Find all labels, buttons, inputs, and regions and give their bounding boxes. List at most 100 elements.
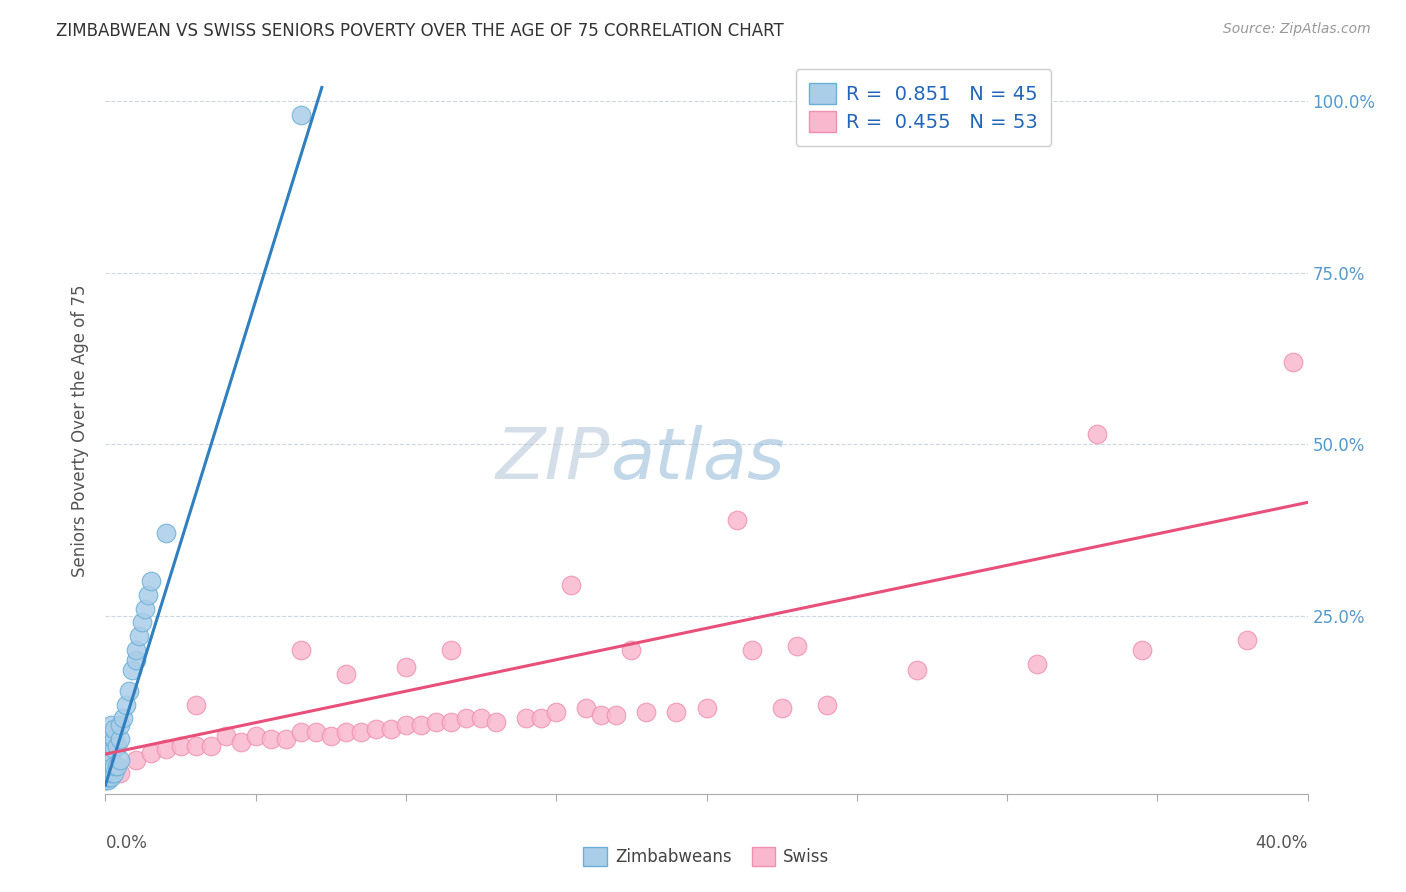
Point: [155, 742, 177, 756]
Point: [741, 643, 763, 657]
Point: [136, 588, 159, 602]
Text: atlas: atlas: [610, 425, 785, 494]
Point: [200, 739, 222, 753]
Point: [100, 753, 122, 767]
Point: [139, 746, 162, 760]
Point: [115, 698, 138, 712]
Point: [110, 766, 132, 780]
Point: [770, 701, 793, 715]
Point: [169, 739, 191, 753]
Point: [815, 698, 838, 712]
Point: [350, 725, 373, 739]
Point: [290, 643, 312, 657]
Point: [1026, 657, 1049, 671]
Point: [290, 108, 312, 122]
Point: [575, 701, 598, 715]
Point: [470, 711, 492, 725]
Point: [121, 664, 143, 678]
Point: [184, 739, 207, 753]
Point: [546, 705, 568, 719]
Text: Source: ZipAtlas.com: Source: ZipAtlas.com: [1223, 22, 1371, 37]
Point: [97, 759, 120, 773]
Point: [335, 666, 357, 681]
Point: [131, 615, 153, 630]
Point: [103, 742, 125, 756]
Point: [515, 711, 537, 725]
Point: [454, 711, 477, 725]
Point: [905, 664, 928, 678]
Point: [103, 766, 125, 780]
Point: [1085, 426, 1108, 441]
Point: [395, 718, 418, 732]
Point: [134, 601, 156, 615]
Point: [665, 705, 688, 719]
Text: ZIMBABWEAN VS SWISS SENIORS POVERTY OVER THE AGE OF 75 CORRELATION CHART: ZIMBABWEAN VS SWISS SENIORS POVERTY OVER…: [56, 22, 785, 40]
Point: [155, 526, 177, 541]
Point: [118, 684, 141, 698]
Point: [97, 770, 120, 784]
Point: [380, 722, 402, 736]
Point: [425, 714, 447, 729]
Point: [124, 653, 146, 667]
Point: [274, 731, 297, 746]
Point: [636, 705, 658, 719]
Point: [786, 640, 808, 654]
Point: [97, 753, 120, 767]
Legend: Zimbabweans, Swiss: Zimbabweans, Swiss: [576, 841, 837, 872]
Point: [97, 756, 120, 770]
Point: [97, 770, 120, 784]
Point: [605, 708, 627, 723]
Point: [124, 753, 146, 767]
Point: [110, 718, 132, 732]
Point: [97, 746, 120, 760]
Point: [112, 711, 135, 725]
Point: [107, 739, 129, 753]
Point: [103, 731, 125, 746]
Point: [184, 698, 207, 712]
Point: [97, 763, 120, 777]
Point: [290, 725, 312, 739]
Point: [530, 711, 553, 725]
Point: [100, 735, 122, 749]
Point: [440, 714, 463, 729]
Point: [725, 512, 748, 526]
Point: [97, 739, 120, 753]
Point: [100, 763, 122, 777]
Point: [229, 735, 252, 749]
Point: [485, 714, 508, 729]
Point: [139, 574, 162, 589]
Point: [94, 773, 117, 788]
Y-axis label: Seniors Poverty Over the Age of 75: Seniors Poverty Over the Age of 75: [72, 285, 90, 576]
Point: [97, 766, 120, 780]
Point: [1130, 643, 1153, 657]
Point: [305, 725, 328, 739]
Point: [100, 729, 122, 743]
Point: [124, 643, 146, 657]
Point: [103, 722, 125, 736]
Point: [591, 708, 613, 723]
Point: [128, 629, 150, 643]
Point: [97, 773, 120, 788]
Text: ZIP: ZIP: [496, 425, 610, 494]
Point: [696, 701, 718, 715]
Point: [560, 577, 582, 591]
Point: [1236, 632, 1258, 647]
Point: [110, 753, 132, 767]
Point: [100, 766, 122, 780]
Point: [245, 729, 267, 743]
Point: [409, 718, 432, 732]
Point: [100, 718, 122, 732]
Point: [319, 729, 342, 743]
Text: 40.0%: 40.0%: [1256, 834, 1308, 852]
Point: [440, 643, 463, 657]
Point: [364, 722, 387, 736]
Point: [110, 731, 132, 746]
Point: [97, 749, 120, 764]
Point: [335, 725, 357, 739]
Point: [1281, 355, 1303, 369]
Point: [103, 759, 125, 773]
Point: [97, 766, 120, 780]
Point: [260, 731, 283, 746]
Text: 0.0%: 0.0%: [105, 834, 148, 852]
Point: [107, 759, 129, 773]
